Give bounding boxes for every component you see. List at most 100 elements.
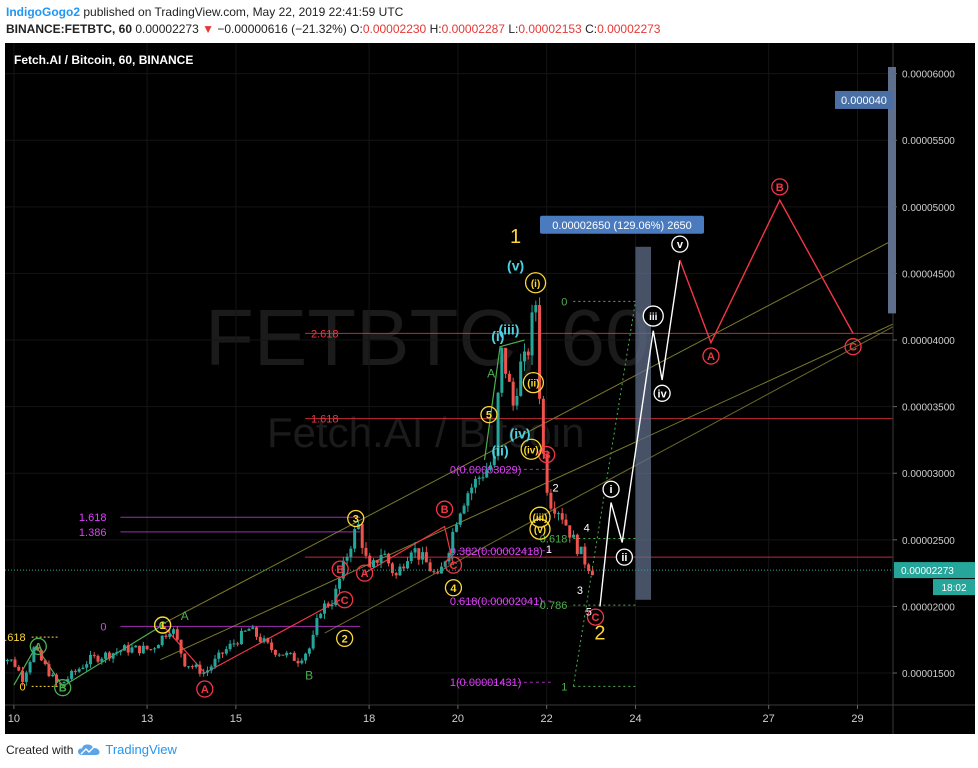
price-chart[interactable]: FETBTC, 60 Fetch.AI / Bitcoin 2.618 1.618…	[5, 43, 975, 734]
level-label: 2.618	[311, 328, 339, 340]
wave-label-red-circle	[586, 608, 605, 626]
tradingview-link[interactable]: TradingView	[105, 742, 177, 757]
fib-label: 1(0.00001431)	[450, 677, 522, 689]
wave-label-yellow-circle	[347, 509, 365, 528]
author-link[interactable]: IndigoGogo2	[6, 5, 80, 19]
candle-body	[141, 645, 145, 654]
candle-body	[70, 670, 74, 679]
projection-white	[599, 260, 681, 607]
candle-body	[156, 645, 160, 649]
y-tick-label: 0.00006000	[902, 70, 955, 81]
candle-body	[383, 553, 387, 555]
candle-body	[462, 505, 466, 514]
wave-label-red: B	[336, 564, 344, 576]
wave-label-red: B	[776, 182, 784, 194]
candle-body	[168, 633, 172, 637]
candle-body	[134, 645, 138, 648]
wave-label-cyan: (i)	[491, 328, 504, 344]
candle-body	[568, 525, 572, 538]
candle-body	[439, 566, 443, 574]
candle-body	[319, 613, 323, 619]
candle-body	[122, 645, 126, 651]
candle-body	[504, 347, 508, 374]
candle-body	[21, 670, 25, 682]
candle-body	[307, 648, 311, 654]
candle-body	[372, 560, 376, 568]
candle-body	[187, 666, 191, 668]
candle-body	[160, 635, 164, 646]
tradingview-cloud-icon	[78, 743, 100, 755]
chart-area[interactable]: FETBTC, 60 Fetch.AI / Bitcoin 2.618 1.618…	[5, 43, 975, 734]
candle-body	[575, 534, 579, 555]
plot-layer: 2.6181.6180(0.00003029)0.382(0.00002418)…	[5, 43, 893, 705]
footer: Created with TradingView	[6, 742, 177, 757]
wave-label-white: ii	[621, 552, 627, 564]
symbol-label: BINANCE:FETBTC, 60	[6, 22, 133, 36]
wave-label-yellow: (ii)	[527, 379, 539, 390]
wave-label-yellow: (i)	[531, 279, 540, 290]
candle-body	[330, 605, 334, 607]
measure-box	[635, 246, 652, 600]
wave-label-red: A	[361, 568, 369, 580]
created-with-label: Created with	[6, 742, 74, 757]
candle-body	[360, 524, 364, 548]
fib-green-label: 0	[561, 296, 567, 308]
candle-body	[96, 655, 100, 662]
wave-label-red-circle	[435, 500, 454, 518]
candle-body	[58, 682, 62, 684]
candle-body	[179, 639, 183, 654]
candle-body	[322, 603, 326, 614]
last-price-badge	[894, 562, 975, 579]
candle-body	[458, 513, 462, 525]
wave-label-yellow: (iv)	[524, 445, 539, 456]
candle-body	[273, 649, 277, 655]
candle-body	[545, 453, 549, 493]
candle-body	[390, 563, 394, 574]
fib-label: 0.618(0.00002041)	[450, 596, 543, 608]
candle-body	[190, 666, 194, 668]
x-tick-label: 13	[141, 713, 153, 725]
candle-body	[447, 553, 451, 562]
close-label: C:	[585, 22, 598, 36]
wave-label-red-circle	[538, 445, 556, 464]
wave-label-red: C	[849, 342, 857, 354]
wave-label-plain: 4	[584, 523, 590, 535]
fib-yellow-label: 0	[20, 681, 26, 693]
candle-body	[368, 555, 372, 568]
wave-label-white: iii	[649, 312, 658, 323]
channel-mid	[324, 326, 893, 634]
candle-body	[417, 548, 421, 560]
candle-body	[258, 636, 262, 642]
wave-label-red-circle	[444, 556, 463, 574]
wave-label-red-circle	[336, 591, 354, 609]
wave-label-plain: 1	[546, 544, 552, 556]
candle-body	[560, 513, 564, 520]
candle-body	[247, 628, 251, 631]
candle-body	[43, 660, 47, 665]
x-tick-label: 18	[363, 713, 375, 725]
wave-label-plain: 1	[510, 226, 521, 248]
candle-body	[553, 508, 557, 514]
candle-body	[530, 312, 534, 356]
candle-body	[364, 547, 368, 556]
wave-label-yellow-circle	[153, 616, 172, 634]
candle-body	[145, 645, 149, 650]
wave-label-cyan: (ii)	[492, 443, 509, 459]
wave-label-yellow: 3	[353, 514, 359, 526]
wave-label-cyan: (v)	[507, 257, 524, 273]
wave-label-white-circle	[642, 305, 664, 327]
change-value: −0.00000616 (−21.32%)	[217, 22, 347, 36]
wave-label-red: A	[201, 684, 209, 696]
wave-label-yellow-circle	[480, 405, 498, 424]
measure-label: 0.00002650 (129.06%) 2650	[552, 220, 691, 232]
candle-body	[5, 659, 9, 662]
candle-body	[209, 666, 213, 671]
candle-body	[436, 572, 440, 574]
candle-body	[175, 629, 179, 640]
wave-label-green: A	[34, 641, 42, 653]
price-value: 0.00002273	[135, 22, 199, 36]
candle-body	[349, 548, 353, 557]
candle-body	[266, 638, 270, 643]
wave-label-plain: 3	[577, 585, 583, 597]
symbol-header: BINANCE:FETBTC, 60 0.00002273 ▼ −0.00000…	[6, 22, 660, 36]
